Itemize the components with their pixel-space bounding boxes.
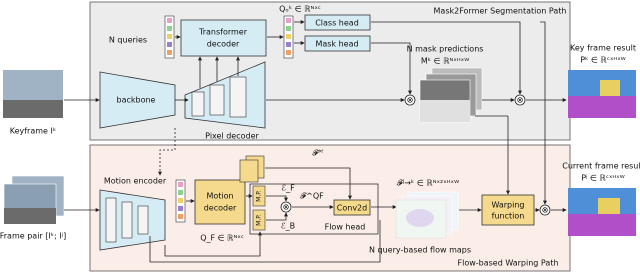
math-label: ℰ_B [281, 222, 295, 231]
conv2d [333, 199, 371, 216]
block-label: Warping [491, 201, 524, 210]
math-label: Pʲ ∈ ℝᶜˣᴴˣᵂ [581, 174, 624, 183]
mp-block [252, 209, 266, 231]
block-label: Motion encoder [104, 177, 167, 186]
feature-map [229, 76, 247, 118]
math-label: ℰ_F [281, 184, 295, 193]
feature-map [137, 205, 149, 235]
block-label: Mask head [315, 40, 358, 49]
math-label: Qₒᵏ ∈ ℝᴺˣᶜ [279, 5, 321, 14]
arrow [371, 42, 412, 95]
feature-map [209, 84, 225, 116]
result-object [598, 198, 620, 214]
image-label: Frame pair [Iᵏ; Iʲ] [0, 232, 66, 241]
backbone-label: backbone [117, 96, 156, 105]
output-tokens [283, 15, 294, 59]
result-object [600, 80, 620, 96]
keyframe-road [3, 100, 63, 118]
block-label: Conv2d [337, 204, 367, 213]
block-label: M.P. [256, 190, 263, 202]
token [178, 198, 183, 203]
backbone [99, 71, 176, 129]
block-label: Class head [315, 19, 359, 28]
result-label: Key frame result [570, 44, 636, 53]
token [167, 18, 172, 23]
pixel-decoder-label: Pixel decoder [205, 132, 259, 141]
math-label: Pᵏ ∈ ℝᶜˣᴴˣᵂ [580, 56, 625, 65]
multiply-symbol: ⊗ [407, 96, 414, 105]
token [167, 50, 172, 55]
arrow [164, 231, 262, 257]
multiply-symbol: ⊗ [542, 206, 549, 215]
multiply-op [514, 94, 526, 106]
math-label: 𝓕^QF [300, 192, 324, 201]
arrow [266, 195, 288, 202]
result-road [568, 96, 636, 118]
panel-title: Flow-based Warping Path [458, 259, 559, 268]
frame-road [4, 208, 56, 224]
token [286, 42, 291, 47]
feature-map [105, 197, 117, 243]
token [286, 18, 291, 23]
token [167, 34, 172, 39]
arrow [149, 220, 381, 263]
block-label: Transformer [198, 28, 248, 37]
math-label: 𝓕ᴾᶠ [312, 149, 323, 158]
token [286, 34, 291, 39]
dashed-arrow [158, 128, 176, 176]
block-label: Flow head [325, 223, 366, 232]
multiply-op [280, 201, 292, 213]
multiply-symbol: ⊗ [517, 96, 524, 105]
class-head [304, 14, 371, 31]
math-label: Mᵏ ∈ ℝᴺˣᴴˣᵂ [421, 57, 469, 66]
warping-function [481, 194, 535, 226]
multiply-symbol: ⊗ [283, 203, 290, 212]
block-label: decoder [207, 40, 240, 49]
token [167, 26, 172, 31]
feature-map [239, 159, 259, 183]
transformer-decoder [180, 19, 267, 57]
token [286, 26, 291, 31]
flow-label: N query-based flow maps [369, 246, 471, 255]
block-label: function [492, 212, 525, 221]
queries-label: N queries [109, 36, 147, 45]
feature-map [191, 91, 205, 117]
token [178, 206, 183, 211]
mask-region [420, 100, 470, 122]
flow-head-box [249, 183, 379, 235]
result-label: Current frame result [562, 162, 640, 171]
mp-block [252, 185, 266, 207]
motion-decoder [194, 179, 246, 225]
token [178, 182, 183, 187]
feature-map [121, 201, 133, 239]
mask-head [304, 35, 371, 52]
multiply-op [539, 204, 551, 216]
arrow [265, 167, 352, 200]
multiply-op [404, 94, 416, 106]
mask-label: N mask predictions [407, 45, 484, 54]
token [286, 50, 291, 55]
token [178, 190, 183, 195]
panel-title: Mask2Former Segmentation Path [434, 7, 567, 16]
arrow [540, 21, 547, 205]
math-label: Q_F ∈ ℝᴺˣᶜ [200, 234, 244, 243]
block-label: Motion [206, 192, 233, 201]
flow-tokens [175, 179, 186, 223]
flow-blob [406, 209, 434, 227]
block-label: decoder [204, 204, 237, 213]
result-road [568, 214, 636, 236]
arrow [266, 212, 288, 221]
token [178, 214, 183, 219]
block-label: M.P. [256, 214, 263, 226]
image-label: Keyframe Iᵏ [10, 127, 57, 136]
math-label: 𝓕ʲ→ᵏ ∈ ℝᴺˣ²ˣᴴˣᵂ [397, 179, 459, 188]
arrow [371, 21, 522, 95]
token [167, 42, 172, 47]
query-tokens [164, 15, 175, 59]
